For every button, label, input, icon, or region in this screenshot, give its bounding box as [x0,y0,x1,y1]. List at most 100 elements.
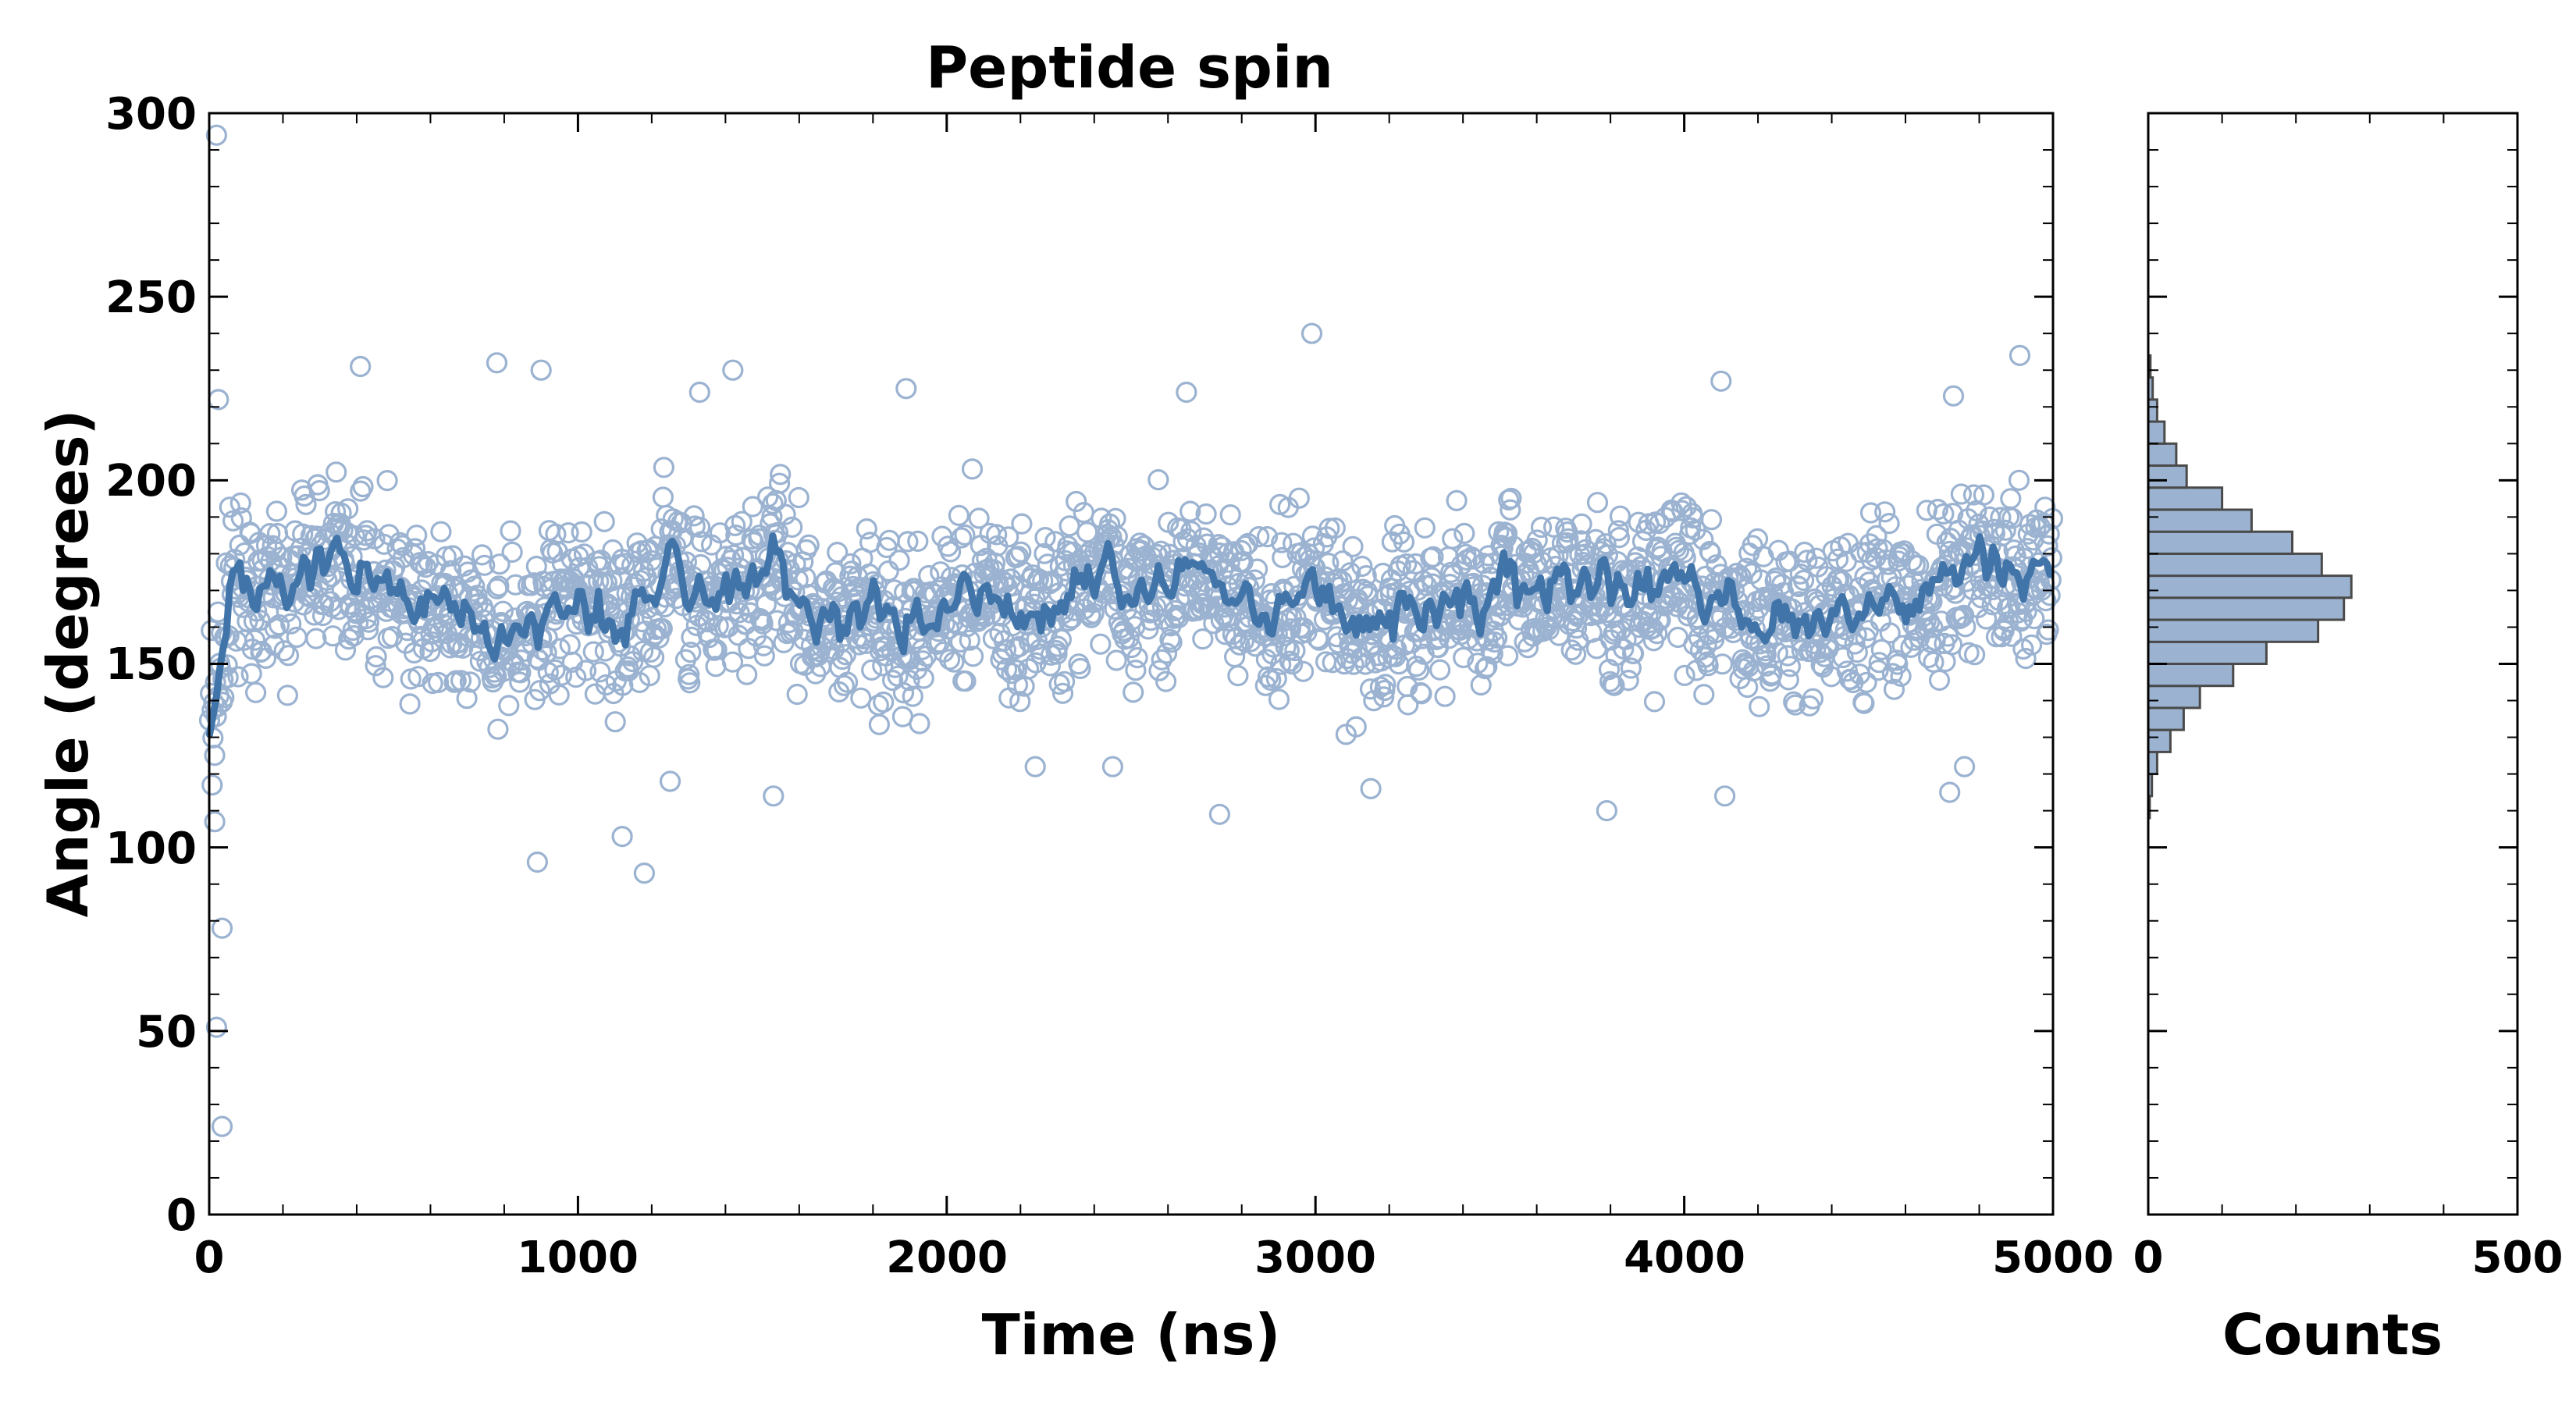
scatter-point [1878,512,1900,535]
scatter-point [593,510,615,532]
histogram-bars [2147,354,2353,820]
scatter-point [1617,669,1639,692]
scatter-point [2005,545,2026,567]
scatter-point [998,526,1019,548]
scatter-point [653,457,675,478]
scatter-point [736,663,758,685]
scatter-point [498,695,520,717]
scatter-point [1777,645,1799,667]
scatter-point [365,655,386,677]
scatter-point [861,659,883,681]
scatter-point [1867,659,1889,681]
scatter-point [372,667,394,688]
scatter-point [1446,489,1468,512]
scatter-point [1288,487,1310,509]
scatter-point [1422,546,1444,567]
scatter-point [1230,539,1252,562]
x-tick-label: 2000 [886,1232,1008,1283]
scatter-point [2037,535,2058,557]
scatter-point [1951,606,1973,628]
scatter-point [873,691,895,713]
scatter-point [1595,533,1617,555]
scatter-point [986,524,1008,546]
scatter-point [352,475,374,498]
scatter-point [1793,569,1815,592]
scatter-point [1994,519,2016,541]
scatter-point [2008,344,2031,366]
scatter-point [343,525,365,547]
scatter-point [1090,633,1112,655]
scatter-point [419,640,441,663]
y-tick-label: 250 [105,272,197,323]
scatter-point [753,645,775,667]
scatter-point [1125,660,1147,681]
scatter-point [1381,531,1404,553]
scatter-point [1637,605,1659,627]
scatter-point [907,530,929,553]
scatter-point [836,671,859,693]
scatter-point [1058,610,1080,632]
scatter-point [1683,634,1705,656]
scatter-point [1050,628,1073,650]
histogram-bar [2147,530,2293,555]
scatter-point [968,507,990,529]
scatter-point [204,811,226,833]
scatter-point [1318,552,1340,574]
scatter-point [691,531,713,553]
scatter-point [1603,674,1625,696]
scatter-point [277,645,300,667]
scatter-point [326,461,347,483]
scatter-point [1151,649,1172,670]
scatter-point [292,523,314,545]
scatter-point [955,670,977,692]
scatter-point [357,619,379,641]
y-tick-labels: 0 50 100 150 200 250 300 [105,89,197,1241]
scatter-point [920,581,942,603]
scatter-point [1408,659,1430,681]
histogram-bar [2147,552,2323,578]
histogram-panel: 0 500 Counts [2133,112,2563,1368]
scatter-point [1265,667,1287,690]
scatter-point [337,498,359,520]
scatter-point [263,634,285,656]
histogram-bar [2147,420,2166,445]
scatter-point [2035,589,2057,612]
scatter-point [1699,542,1721,564]
scatter-point [358,611,380,633]
scatter-point [471,544,493,566]
scatter-point [888,550,910,571]
scatter-point [1342,535,1364,557]
scatter-point [1470,674,1492,696]
scatter-point [962,646,984,667]
scatter-point [1324,517,1347,539]
histogram-bar [2147,728,2172,753]
x-tick-label: 1000 [517,1232,639,1283]
scatter-point [432,614,454,635]
histogram-bar [2147,508,2253,533]
scatter-point [753,635,774,656]
scatter-point [1620,657,1642,679]
scatter-point [1643,691,1666,713]
scatter-point [1496,645,1519,667]
scatter-point [548,684,570,706]
scatter-point [1148,660,1170,681]
histogram-bar [2147,486,2224,511]
scatter-point [1046,643,1068,665]
scatter-point [1332,550,1354,572]
hist-x-tick-label: 0 [2133,1232,2164,1283]
histogram-bar [2147,750,2158,776]
scatter-point [939,541,962,563]
scatter-point [1874,501,1896,523]
scatter-point [912,650,934,672]
scatter-point [376,469,398,492]
scatter-point [1557,528,1579,550]
scatter-point [1859,502,1882,524]
scatter-point [549,638,571,660]
scatter-point [1208,803,1231,825]
scatter-point [1736,557,1758,579]
scatter-point [659,770,681,792]
chart-title: Peptide spin [926,34,1333,101]
scatter-point [2038,523,2060,545]
scatter-point [1195,503,1217,525]
scatter-point [1742,535,1763,557]
